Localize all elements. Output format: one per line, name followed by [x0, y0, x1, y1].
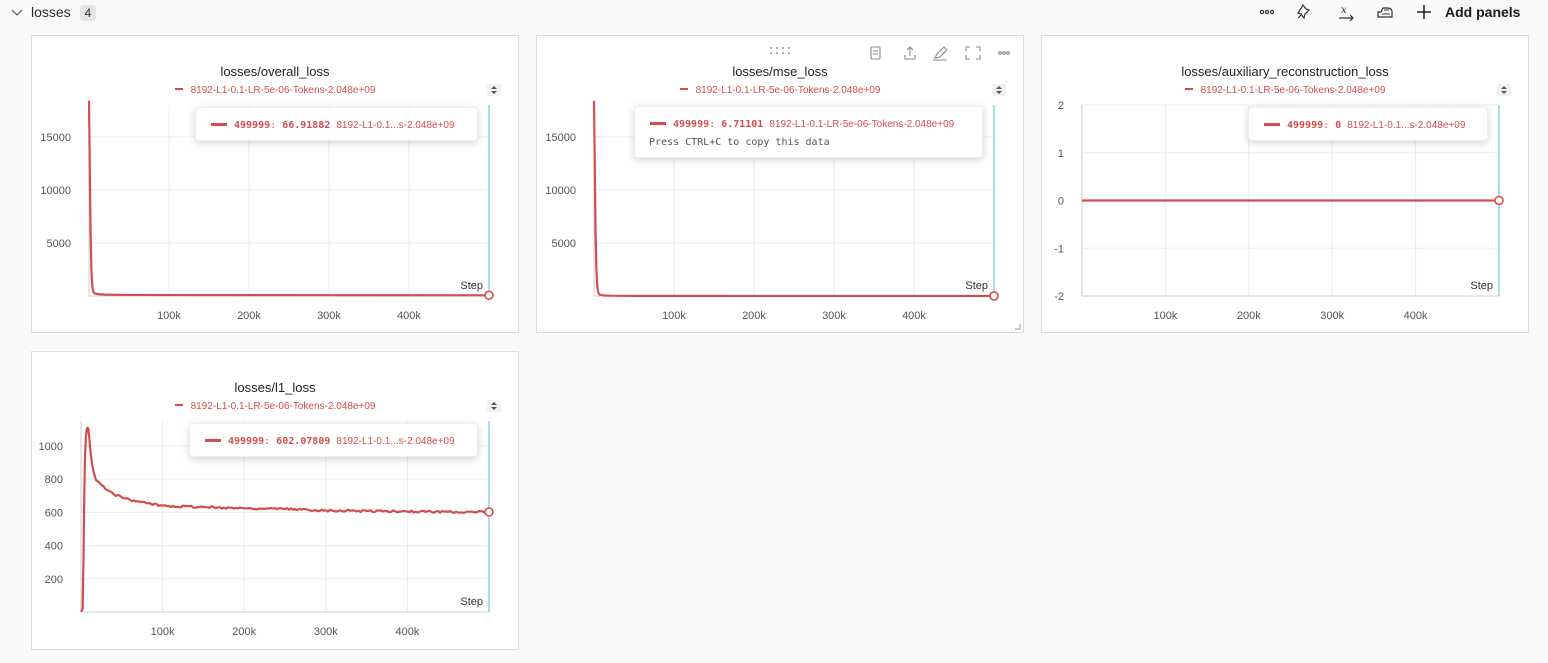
y-tick-label: 1000 — [39, 441, 63, 453]
section-count-badge: 4 — [80, 5, 96, 21]
tooltip-run: 8192-L1-0.1...s-2.048e+09 — [336, 120, 455, 131]
y-tick-label: 10000 — [545, 185, 576, 197]
tooltip-step: 499999 — [234, 120, 271, 131]
panel-title: losses/auxiliary_reconstruction_loss — [1181, 64, 1389, 79]
resize-handle-icon[interactable] — [1015, 324, 1021, 330]
y-tick-label: 0 — [1058, 196, 1064, 208]
tooltip-value: 66.91882 — [282, 120, 331, 131]
panel-legend: 8192-L1-0.1-LR-5e-06-Tokens-2.048e+09 — [32, 401, 518, 412]
y-tick-label: 800 — [45, 474, 63, 486]
x-tick-label: 300k — [1320, 310, 1344, 322]
tooltip-run: 8192-L1-0.1...s-2.048e+09 — [336, 436, 455, 447]
tooltip-run: 8192-L1-0.1-LR-5e-06-Tokens-2.048e+09 — [769, 119, 955, 130]
sort-icon[interactable] — [1497, 84, 1511, 96]
x-tick-label: 200k — [1237, 310, 1261, 322]
y-tick-label: 10000 — [40, 185, 71, 197]
x-axis-label: Step — [965, 280, 988, 292]
x-tick-label: 300k — [317, 310, 341, 322]
legend-run-name: 8192-L1-0.1-LR-5e-06-Tokens-2.048e+09 — [695, 85, 881, 96]
overall-loss-plot[interactable]: 100k 200k 300k 400k 5000 10000 15000 Step — [32, 36, 518, 332]
x-tick-label: 400k — [1404, 310, 1428, 322]
y-tick-label: -2 — [1054, 291, 1064, 303]
panel-mse-loss[interactable]: losses/mse_loss 8192-L1-0.1-LR-5e-06-Tok… — [536, 35, 1024, 333]
panel-auxiliary-reconstruction-loss[interactable]: losses/auxiliary_reconstruction_loss 819… — [1041, 35, 1529, 333]
mse-loss-plot[interactable]: 100k 200k 300k 400k 5000 10000 15000 Step — [537, 36, 1023, 332]
x-tick-label: 100k — [151, 626, 175, 638]
add-panels-label: Add panels — [1445, 4, 1521, 20]
sort-icon[interactable] — [487, 84, 501, 96]
x-tick-label: 100k — [662, 310, 686, 322]
plus-icon — [1417, 5, 1431, 19]
y-tick-label: 1 — [1058, 148, 1064, 160]
tooltip-value: 6.71101 — [721, 119, 764, 130]
x-tick-label: 300k — [822, 310, 846, 322]
y-tick-label: -1 — [1054, 243, 1064, 255]
x-axis-icon[interactable]: x — [1336, 3, 1356, 21]
section-title[interactable]: losses — [31, 4, 71, 20]
tooltip-step: 499999 — [1287, 120, 1324, 131]
hover-point — [484, 290, 494, 301]
x-tick-label: 400k — [395, 626, 419, 638]
tooltip-value: 0 — [1335, 120, 1342, 131]
pin-sparkle-icon[interactable] — [1294, 3, 1314, 21]
y-tick-label: 200 — [45, 574, 63, 586]
tooltip-copy-hint: Press CTRL+C to copy this data — [649, 137, 830, 148]
hover-tooltip: 499999: 6.71101 8192-L1-0.1-LR-5e-06-Tok… — [634, 106, 983, 158]
sort-icon[interactable] — [992, 84, 1006, 96]
panel-overall-loss[interactable]: losses/overall_loss 8192-L1-0.1-LR-5e-06… — [31, 35, 519, 333]
add-panels-button[interactable]: Add panels — [1416, 2, 1520, 22]
panel-l1-loss[interactable]: losses/l1_loss 8192-L1-0.1-LR-5e-06-Toke… — [31, 351, 519, 650]
y-tick-label: 15000 — [545, 132, 576, 144]
panel-legend: 8192-L1-0.1-LR-5e-06-Tokens-2.048e+09 — [537, 85, 1023, 96]
x-tick-label: 200k — [237, 310, 261, 322]
x-tick-label: 200k — [742, 310, 766, 322]
y-tick-label: 5000 — [47, 238, 71, 250]
hover-point — [484, 507, 494, 517]
hover-tooltip: 499999: 66.91882 8192-L1-0.1...s-2.048e+… — [195, 107, 478, 141]
settings-icon[interactable] — [1375, 3, 1395, 21]
x-axis-label: Step — [1470, 280, 1493, 292]
drag-handle-icon[interactable] — [769, 46, 793, 56]
x-tick-label: 200k — [232, 626, 256, 638]
svg-text:x: x — [1341, 5, 1347, 16]
panel-title: losses/mse_loss — [732, 64, 828, 79]
tooltip-step: 499999 — [673, 119, 710, 130]
panel-legend: 8192-L1-0.1-LR-5e-06-Tokens-2.048e+09 — [32, 85, 518, 96]
y-tick-label: 400 — [45, 541, 63, 553]
hover-point — [989, 291, 999, 301]
tooltip-step: 499999 — [228, 436, 265, 447]
series-line[interactable] — [87, 100, 490, 297]
legend-run-name: 8192-L1-0.1-LR-5e-06-Tokens-2.048e+09 — [190, 401, 376, 412]
tooltip-value: 602.07809 — [276, 436, 331, 447]
section-header: losses 4 x Add panels — [0, 0, 1548, 26]
y-tick-label: 15000 — [40, 132, 71, 144]
x-tick-label: 300k — [314, 626, 338, 638]
legend-run-name: 8192-L1-0.1-LR-5e-06-Tokens-2.048e+09 — [1200, 85, 1386, 96]
panel-title: losses/l1_loss — [234, 380, 316, 395]
x-tick-label: 400k — [397, 310, 421, 322]
x-axis-label: Step — [460, 280, 483, 292]
more-horizontal-icon[interactable] — [1257, 3, 1277, 21]
tooltip-run: 8192-L1-0.1...s-2.048e+09 — [1347, 120, 1466, 131]
auxiliary-reconstruction-loss-plot[interactable]: 100k 200k 300k 400k -2 -1 0 1 2 Step — [1042, 36, 1528, 332]
legend-run-name: 8192-L1-0.1-LR-5e-06-Tokens-2.048e+09 — [190, 85, 376, 96]
hover-tooltip: 499999: 0 8192-L1-0.1...s-2.048e+09 — [1248, 107, 1488, 141]
l1-loss-plot[interactable]: 100k 200k 300k 400k 200 400 600 800 1000 Step — [32, 352, 518, 649]
series-line[interactable] — [592, 100, 994, 298]
panel-title: losses/overall_loss — [220, 64, 330, 79]
y-tick-label: 5000 — [552, 238, 576, 250]
y-tick-label: 600 — [45, 507, 63, 519]
y-tick-label: 2 — [1058, 100, 1064, 112]
hover-tooltip: 499999: 602.07809 8192-L1-0.1...s-2.048e… — [189, 423, 478, 457]
panel-legend: 8192-L1-0.1-LR-5e-06-Tokens-2.048e+09 — [1042, 85, 1528, 96]
x-tick-label: 100k — [157, 310, 181, 322]
series-line[interactable] — [80, 426, 490, 613]
panel-actions — [870, 46, 1010, 61]
hover-point — [1494, 195, 1504, 206]
x-tick-label: 400k — [902, 310, 926, 322]
x-axis-label: Step — [460, 596, 483, 608]
x-tick-label: 100k — [1153, 310, 1177, 322]
sort-icon[interactable] — [487, 400, 501, 412]
chevron-down-icon[interactable] — [10, 5, 24, 19]
